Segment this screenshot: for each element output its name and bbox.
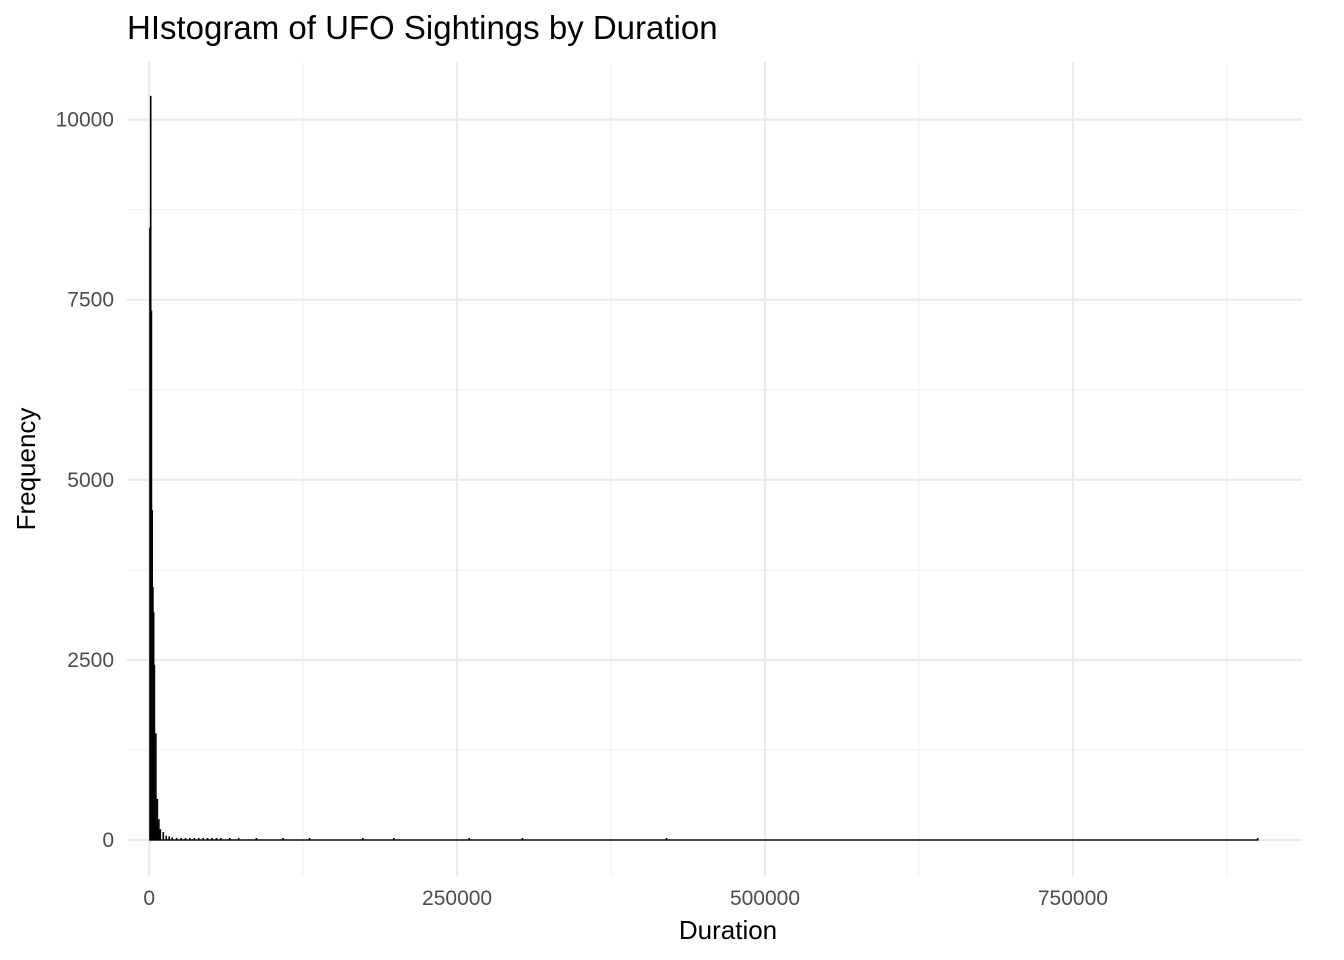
x-tick-label: 250000 — [422, 887, 492, 910]
histogram-bar — [158, 819, 160, 840]
histogram-bar — [1256, 837, 1259, 840]
histogram-bar — [521, 837, 524, 840]
x-tick-label: 750000 — [1038, 887, 1108, 910]
histogram-bar — [665, 837, 668, 840]
x-axis-tick-labels: 0 250000 500000 750000 — [143, 887, 1108, 910]
histogram-bar — [159, 829, 162, 840]
histogram-bar — [155, 733, 157, 840]
histogram-bar — [162, 832, 165, 840]
histogram-bar — [255, 837, 258, 840]
histogram-bar — [168, 836, 170, 840]
x-tick-label: 500000 — [730, 887, 800, 910]
histogram-bar — [393, 837, 395, 840]
y-axis-title: Frequency — [11, 408, 41, 531]
histogram-bar — [228, 837, 231, 840]
y-tick-label: 0 — [102, 829, 114, 852]
major-gridlines — [127, 62, 1302, 876]
x-axis-title: Duration — [679, 915, 777, 945]
histogram-bar — [193, 837, 196, 840]
histogram-bar — [175, 837, 178, 840]
histogram-bar — [220, 837, 222, 840]
minor-gridlines — [127, 62, 1302, 876]
histogram-bar — [237, 837, 240, 840]
histogram-bar — [197, 837, 200, 840]
histogram-bar — [202, 837, 204, 840]
histogram-bar — [215, 837, 218, 840]
x-tick-label: 0 — [143, 887, 155, 910]
y-tick-label: 5000 — [67, 469, 114, 492]
chart-title: HIstogram of UFO Sightings by Duration — [127, 9, 718, 46]
histogram-bar — [156, 798, 159, 840]
y-axis-tick-labels: 0 2500 5000 7500 10000 — [56, 109, 114, 852]
histogram-bar — [206, 837, 209, 840]
histogram-bar — [362, 837, 364, 840]
histogram-bar — [171, 837, 173, 840]
histogram-bars — [149, 95, 1259, 841]
histogram-bar — [165, 835, 168, 840]
histogram-bar — [468, 837, 471, 840]
y-tick-label: 10000 — [56, 109, 114, 132]
histogram-bar — [189, 837, 191, 840]
histogram-bar — [184, 837, 187, 840]
y-tick-label: 7500 — [67, 289, 114, 312]
histogram-bar — [180, 837, 182, 840]
histogram-bar — [211, 837, 213, 840]
histogram-bar — [282, 837, 284, 840]
histogram-bar — [308, 837, 311, 840]
y-tick-label: 2500 — [67, 649, 114, 672]
histogram-bar — [153, 664, 156, 840]
